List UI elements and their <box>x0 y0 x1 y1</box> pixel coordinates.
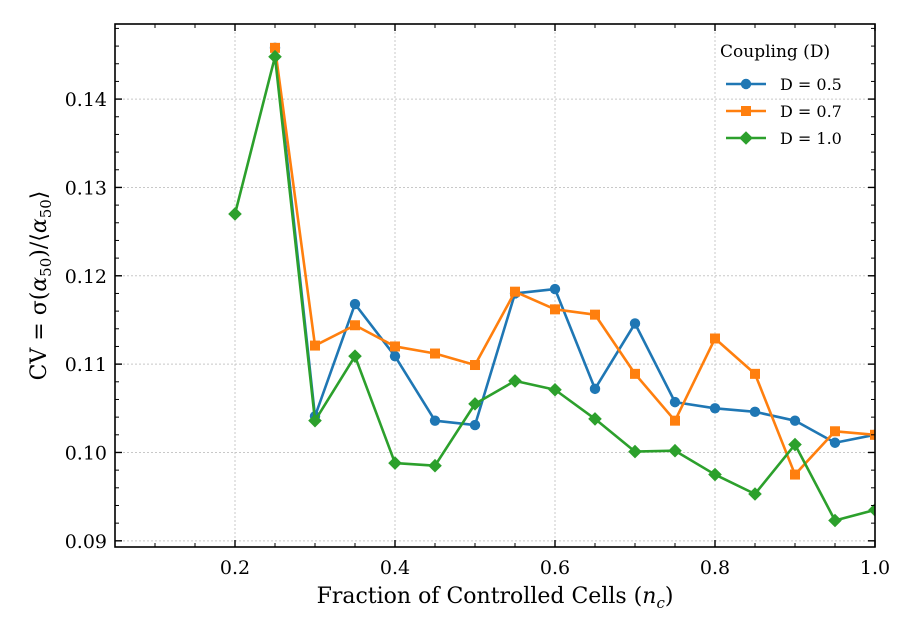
data-point-d1-0 <box>388 456 402 470</box>
data-point-d0-7 <box>630 368 640 379</box>
x-axis-title: Fraction of Controlled Cells (nc) <box>317 584 674 612</box>
data-point-d0-7 <box>270 42 280 53</box>
data-point-d1-0 <box>628 444 642 459</box>
data-point-d1-0 <box>828 513 842 528</box>
y-tick-label: 0.09 <box>65 531 107 553</box>
x-tick-label: 0.4 <box>380 557 410 579</box>
data-point-d0-7 <box>590 309 600 320</box>
data-point-d0-7 <box>430 348 440 359</box>
data-point-d0-5 <box>469 419 481 431</box>
data-point-d0-7 <box>830 426 840 437</box>
legend-title: Coupling (D) <box>720 42 830 62</box>
x-tick-label: 1.0 <box>860 557 890 579</box>
data-point-d1-0 <box>668 443 682 458</box>
data-point-d0-5 <box>389 350 401 362</box>
data-point-d0-7 <box>750 368 760 379</box>
data-point-d0-5 <box>589 383 601 395</box>
data-point-d0-7 <box>710 333 720 344</box>
x-tick-label: 0.6 <box>540 557 570 579</box>
data-point-d0-5 <box>629 318 641 329</box>
legend-marker-d0-5 <box>740 78 752 90</box>
data-point-d0-7 <box>550 304 560 315</box>
data-point-d1-0 <box>708 467 722 482</box>
data-point-d0-5 <box>669 396 681 408</box>
y-axis-title: CV = σ(α50)/⟨α50⟩ <box>27 191 55 381</box>
y-tick-label: 0.13 <box>65 177 107 199</box>
y-tick-label: 0.14 <box>65 89 107 111</box>
legend-marker-d0-7 <box>741 106 751 116</box>
data-point-d0-7 <box>390 341 400 352</box>
data-point-d0-7 <box>670 415 680 426</box>
legend-label: D = 1.0 <box>780 129 842 148</box>
x-tick-label: 0.8 <box>700 557 730 579</box>
data-point-d1-0 <box>508 374 522 388</box>
data-point-d0-5 <box>429 415 441 426</box>
data-point-d1-0 <box>228 207 242 221</box>
axis-ticks: 0.2 0.4 0.6 0.8 1.0 0.09 0.10 0.11 0.12 0.13 0.14 <box>65 24 890 579</box>
data-point-d0-7 <box>790 469 800 480</box>
data-point-d0-7 <box>310 340 320 351</box>
data-point-d0-5 <box>549 283 561 295</box>
data-point-d0-5 <box>709 403 721 414</box>
y-tick-label: 0.11 <box>65 354 107 376</box>
plot-frame <box>114 23 876 548</box>
data-point-d0-5 <box>789 415 801 426</box>
data-point-d0-7 <box>350 320 360 331</box>
data-point-d1-0 <box>308 413 322 428</box>
legend: Coupling (D) D = 0.5 D = 0.7 D = 1.0 <box>720 42 842 148</box>
data-point-d1-0 <box>268 49 282 64</box>
series-layer <box>228 42 875 528</box>
data-point-d0-7 <box>510 286 520 297</box>
x-tick-label: 0.2 <box>220 557 250 579</box>
data-point-d0-5 <box>749 406 761 418</box>
data-point-d1-0 <box>748 487 762 501</box>
data-point-d1-0 <box>468 397 482 411</box>
data-point-d1-0 <box>348 349 362 363</box>
series-line-d0-7 <box>273 47 875 476</box>
legend-label: D = 0.5 <box>780 75 842 94</box>
data-point-d1-0 <box>588 412 602 426</box>
data-point-d1-0 <box>428 458 442 473</box>
data-point-d0-7 <box>470 360 480 371</box>
data-point-d1-0 <box>788 437 802 452</box>
data-point-d1-0 <box>548 382 562 397</box>
series-line-d0-5 <box>273 47 875 445</box>
plot-background <box>115 24 875 547</box>
data-point-d0-5 <box>829 437 841 448</box>
y-tick-label: 0.10 <box>65 442 107 464</box>
data-point-d0-5 <box>349 298 361 310</box>
y-tick-label: 0.12 <box>65 266 107 288</box>
data-point-d1-0 <box>868 503 875 517</box>
legend-label: D = 0.7 <box>780 102 842 121</box>
legend-marker-d1-0 <box>739 131 753 145</box>
